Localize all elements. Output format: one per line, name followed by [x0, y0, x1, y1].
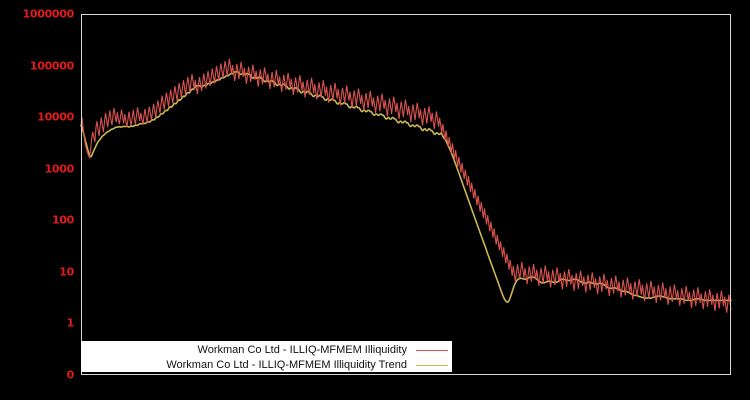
legend-label-illiquidity: Workman Co Ltd - ILLIQ-MFMEM Illiquidity — [197, 344, 407, 356]
chart-legend: Workman Co Ltd - ILLIQ-MFMEM Illiquidity… — [81, 341, 452, 372]
y-axis-tick-labels: 1000000 100000 10000 1000 100 10 1 0 — [0, 0, 75, 400]
y-axis-tick-label: 10 — [59, 265, 74, 279]
series-illiquidity — [80, 58, 732, 313]
y-axis-tick-label: 1000 — [44, 162, 75, 176]
legend-swatch-illiquidity — [416, 350, 448, 351]
legend-label-illiquidity-trend: Workman Co Ltd - ILLIQ-MFMEM Illiquidity… — [166, 359, 407, 371]
y-axis-tick-label: 10000 — [37, 110, 74, 124]
legend-swatch-illiquidity-trend — [416, 365, 448, 366]
y-axis-tick-label: 100000 — [29, 59, 74, 73]
y-axis-tick-label: 1000000 — [22, 7, 75, 21]
series-illiquidity-trend — [80, 70, 732, 303]
y-axis-tick-label: 100 — [51, 213, 74, 227]
legend-item-illiquidity[interactable]: Workman Co Ltd - ILLIQ-MFMEM Illiquidity — [81, 343, 452, 358]
plot-frame — [81, 14, 731, 375]
y-axis-tick-label: 1 — [66, 316, 75, 330]
y-axis-tick-label: 0 — [66, 368, 75, 382]
legend-item-illiquidity-trend[interactable]: Workman Co Ltd - ILLIQ-MFMEM Illiquidity… — [81, 358, 452, 373]
